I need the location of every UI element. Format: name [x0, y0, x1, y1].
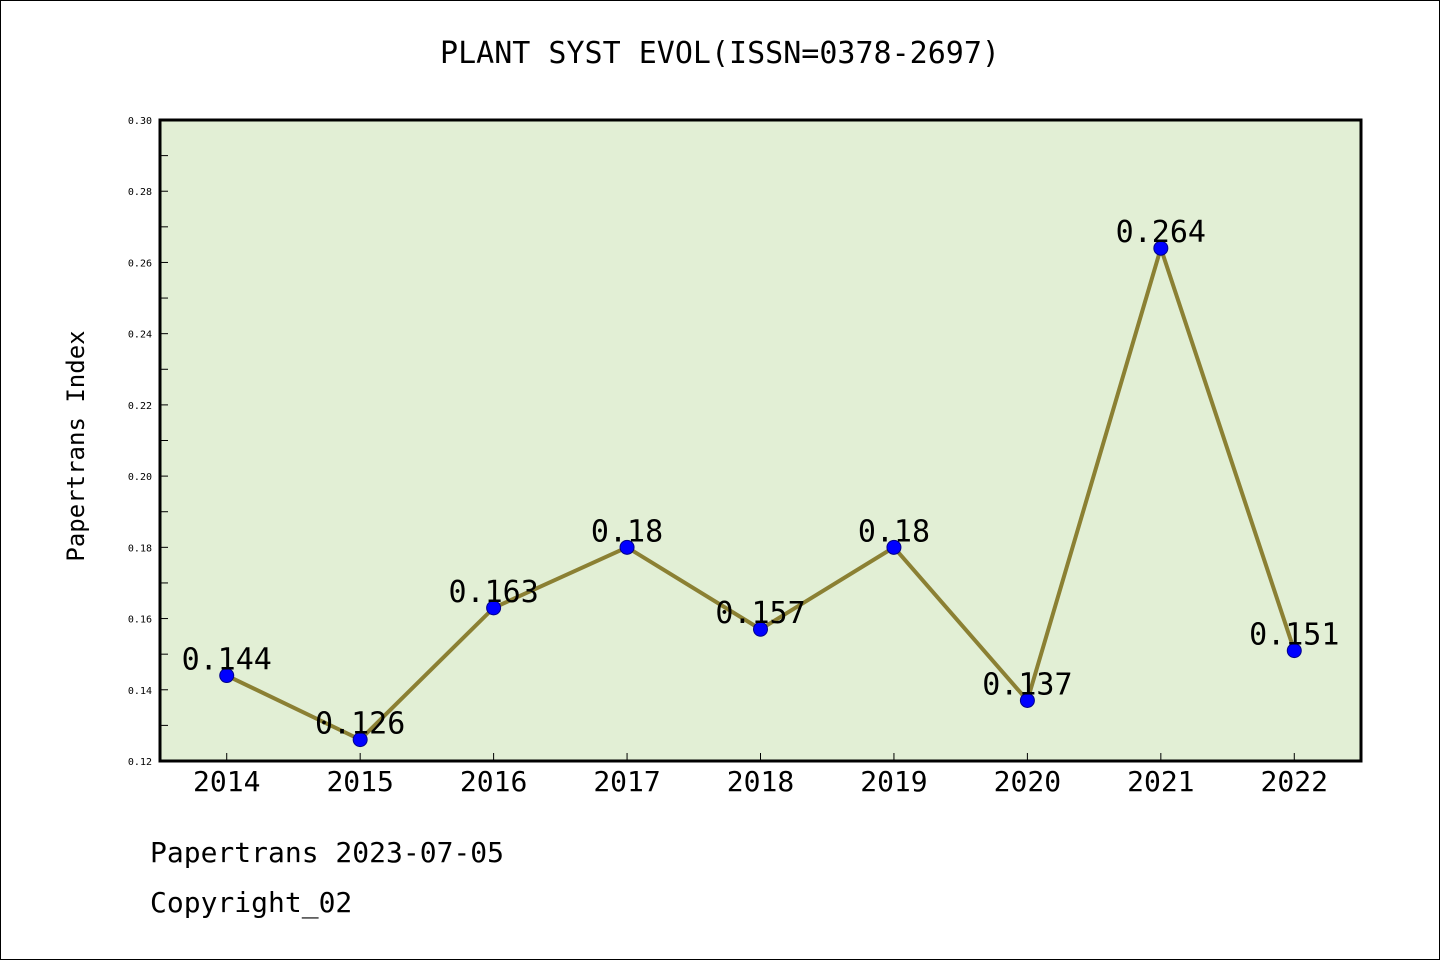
- data-label: 0.163: [448, 575, 538, 610]
- data-point: [486, 600, 502, 616]
- y-tick-label: 0.14: [128, 686, 152, 697]
- data-point: [1286, 643, 1302, 659]
- x-tick-label: 2015: [326, 765, 393, 798]
- data-label: 0.151: [1249, 618, 1339, 653]
- x-tick-label: 2022: [1261, 765, 1328, 798]
- y-tick-label: 0.26: [128, 258, 152, 269]
- data-point: [352, 732, 368, 748]
- data-label: 0.144: [182, 643, 272, 678]
- y-tick-label: 0.12: [128, 757, 152, 768]
- data-label: 0.18: [591, 514, 663, 549]
- data-label: 0.126: [315, 707, 405, 742]
- data-point: [886, 539, 902, 555]
- footer-copyright: Copyright_02: [150, 886, 353, 919]
- data-point: [219, 668, 235, 684]
- x-tick-label: 2018: [727, 765, 794, 798]
- y-tick-label: 0.22: [128, 401, 152, 412]
- x-tick-label: 2017: [593, 765, 660, 798]
- plot-area: [158, 118, 1363, 763]
- x-tick-label: 2021: [1127, 765, 1194, 798]
- data-label: 0.137: [982, 667, 1072, 702]
- y-tick-label: 0.16: [128, 615, 152, 626]
- data-point: [1153, 240, 1169, 256]
- footer-date: Papertrans 2023-07-05: [150, 836, 505, 869]
- x-tick-label: 2019: [860, 765, 927, 798]
- data-point: [1019, 692, 1035, 708]
- y-tick-label: 0.30: [128, 116, 152, 127]
- data-label: 0.264: [1116, 215, 1206, 250]
- data-point: [753, 621, 768, 637]
- data-label: 0.157: [715, 596, 805, 631]
- y-tick-label: 0.20: [128, 472, 152, 483]
- data-point: [619, 539, 635, 555]
- x-tick-label: 2016: [460, 765, 527, 798]
- y-tick-label: 0.28: [128, 187, 152, 198]
- data-label: 0.18: [858, 514, 930, 549]
- chart-title: PLANT SYST EVOL(ISSN=0378-2697): [440, 36, 1000, 71]
- y-tick-label: 0.18: [128, 543, 152, 554]
- x-tick-label: 2020: [994, 765, 1061, 798]
- x-tick-label: 2014: [193, 765, 260, 798]
- y-tick-label: 0.24: [128, 330, 152, 341]
